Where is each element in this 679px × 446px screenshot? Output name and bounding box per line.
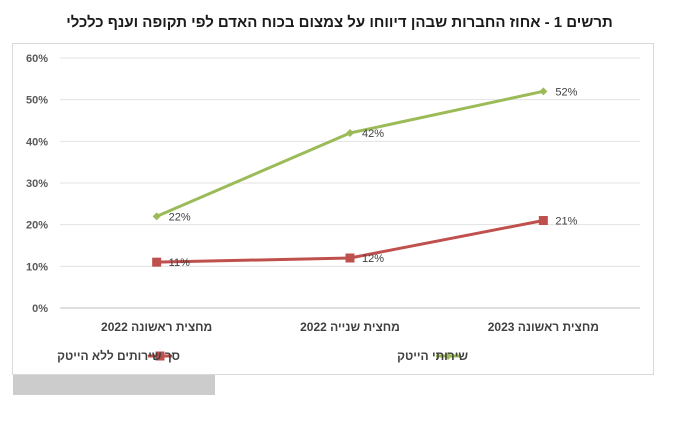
chart-frame [12,43,654,375]
data-label: 42% [362,128,384,140]
legend-label: סך שירותים ללא הייטק [57,349,180,363]
data-label: 11% [169,257,190,269]
chart-title: תרשים 1 - אחוז החברות שבהן דיווחו על צמצ… [66,14,613,31]
y-tick-label: 30% [26,178,48,190]
data-point [152,212,161,221]
y-tick-label: 40% [26,136,48,148]
legend-label: שירותי הייטק [397,349,468,363]
data-point [345,253,355,263]
y-tick-label: 50% [26,95,48,107]
x-tick-label: מחצית ראשונה 2023 [488,320,599,334]
x-tick-label: מחצית ראשונה 2022 [101,320,212,334]
data-point [538,216,548,225]
data-label: 12% [362,253,384,265]
data-point [152,257,162,267]
data-label: 52% [555,86,577,98]
y-tick-label: 10% [26,261,48,273]
data-point [346,129,354,137]
y-tick-label: 0% [32,303,48,315]
data-label: 21% [555,216,577,228]
x-tick-label: מחצית שנייה 2022 [300,320,400,334]
data-point [539,87,548,96]
y-tick-label: 20% [26,220,48,232]
gray-placeholder-bar [13,375,215,395]
legend-marker [155,351,165,361]
legend-marker [444,352,452,360]
series-line [156,89,544,218]
data-label: 22% [169,211,191,223]
y-tick-label: 60% [26,53,48,65]
